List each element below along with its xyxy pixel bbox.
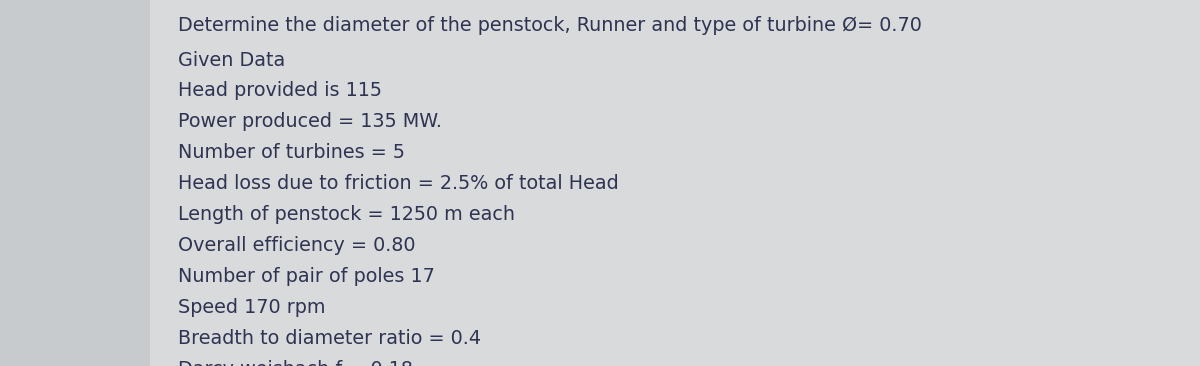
Text: Number of turbines = 5: Number of turbines = 5 <box>178 143 404 162</box>
Text: Overall efficiency = 0.80: Overall efficiency = 0.80 <box>178 236 415 255</box>
Text: Breadth to diameter ratio = 0.4: Breadth to diameter ratio = 0.4 <box>178 329 481 348</box>
Text: Power produced = 135 MW.: Power produced = 135 MW. <box>178 112 442 131</box>
Text: Darcy weisbach f = 0.18: Darcy weisbach f = 0.18 <box>178 360 413 366</box>
FancyBboxPatch shape <box>0 0 150 366</box>
Text: Determine the diameter of the penstock, Runner and type of turbine Ø= 0.70: Determine the diameter of the penstock, … <box>178 16 922 36</box>
Text: Speed 170 rpm: Speed 170 rpm <box>178 298 325 317</box>
Text: Number of pair of poles 17: Number of pair of poles 17 <box>178 267 434 286</box>
FancyBboxPatch shape <box>150 0 1200 366</box>
Text: Length of penstock = 1250 m each: Length of penstock = 1250 m each <box>178 205 515 224</box>
Text: Head loss due to friction = 2.5% of total Head: Head loss due to friction = 2.5% of tota… <box>178 174 618 193</box>
Text: Given Data: Given Data <box>178 51 284 70</box>
Text: Head provided is 115: Head provided is 115 <box>178 82 382 100</box>
